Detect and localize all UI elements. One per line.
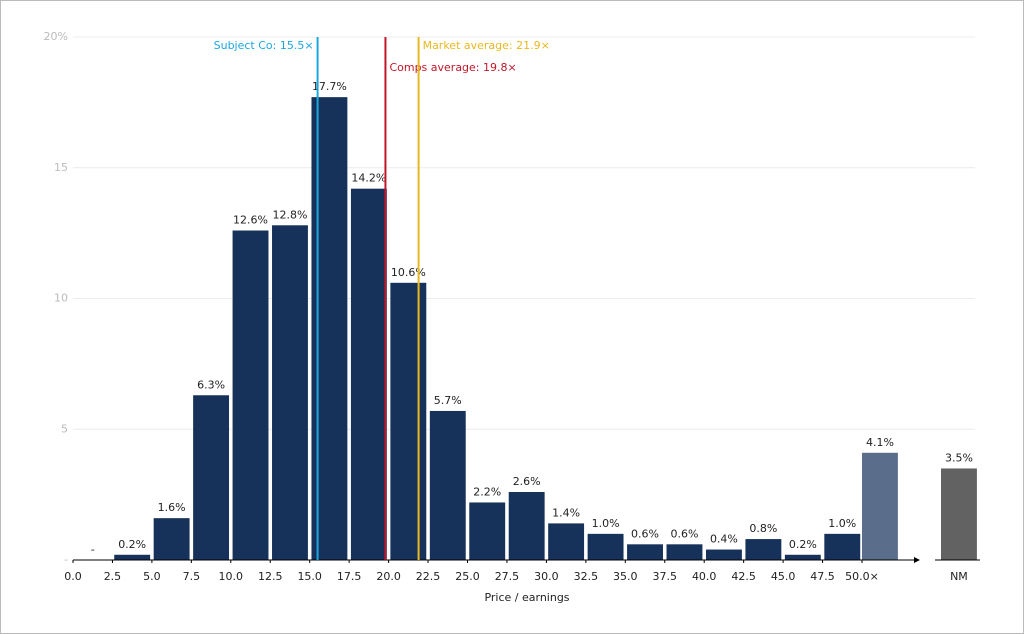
- bar: [508, 492, 545, 560]
- value-label: 0.8%: [749, 522, 777, 535]
- value-label: 0.6%: [631, 527, 659, 540]
- value-label: 5.7%: [434, 394, 462, 407]
- x-tick-label: 2.5: [104, 570, 122, 583]
- x-tick-label: 42.5: [731, 570, 756, 583]
- bar: [390, 282, 427, 560]
- value-label: 1.0%: [592, 517, 620, 530]
- y-tick-label: 10: [54, 292, 68, 305]
- value-label: 17.7%: [312, 80, 347, 93]
- bar: [784, 554, 821, 560]
- x-tick-label: 17.5: [337, 570, 362, 583]
- bar: [114, 554, 151, 560]
- value-label: 1.0%: [828, 517, 856, 530]
- x-tick-label: 0.0: [64, 570, 82, 583]
- value-label: 2.6%: [513, 475, 541, 488]
- x-tick-label: 50.0×: [845, 570, 879, 583]
- value-label: 0.6%: [670, 527, 698, 540]
- value-label: 3.5%: [945, 451, 973, 464]
- x-axis-label: Price / earnings: [484, 591, 569, 604]
- value-label: 12.6%: [233, 214, 268, 227]
- value-label: 1.4%: [552, 506, 580, 519]
- reference-label: Comps average: 19.8×: [389, 61, 516, 74]
- overflow-bar: [862, 452, 898, 560]
- x-tick-label: 22.5: [416, 570, 441, 583]
- bar: [469, 502, 506, 560]
- value-label: 6.3%: [197, 378, 225, 391]
- y-tick-label: 5: [61, 422, 68, 435]
- value-label: 0.4%: [710, 533, 738, 546]
- bar: [627, 544, 663, 560]
- x-tick-label: 25.0: [455, 570, 480, 583]
- y-tick-label: 15: [54, 161, 68, 174]
- value-label: 10.6%: [391, 266, 426, 279]
- x-tick-label: NM: [950, 570, 968, 583]
- reference-label: Subject Co: 15.5×: [214, 39, 314, 52]
- value-label: 14.2%: [351, 172, 386, 185]
- x-axis-arrow: [914, 557, 920, 563]
- x-tick-label: 32.5: [574, 570, 599, 583]
- bar: [232, 230, 269, 560]
- value-label: 0.2%: [118, 538, 146, 551]
- x-tick-label: 35.0: [613, 570, 638, 583]
- bar: [587, 533, 624, 560]
- bar: [429, 410, 466, 560]
- bar: [153, 518, 190, 560]
- bar: [705, 549, 742, 560]
- x-tick-label: 20.0: [376, 570, 401, 583]
- y-tick-label: -: [64, 553, 68, 566]
- bar: [824, 533, 861, 560]
- value-label: 1.6%: [158, 501, 186, 514]
- bar: [745, 539, 782, 560]
- x-tick-label: 47.5: [810, 570, 835, 583]
- reference-label: Market average: 21.9×: [423, 39, 550, 52]
- x-tick-label: 40.0: [692, 570, 717, 583]
- x-tick-label: 12.5: [258, 570, 283, 583]
- value-label: -: [91, 543, 95, 556]
- bar: [666, 544, 703, 560]
- y-tick-label: 20%: [44, 30, 68, 43]
- bar: [272, 225, 308, 560]
- x-tick-label: 27.5: [495, 570, 520, 583]
- value-label: 12.8%: [272, 208, 307, 221]
- x-tick-label: 30.0: [534, 570, 559, 583]
- x-tick-label: 10.0: [219, 570, 244, 583]
- nm-bar: [941, 468, 977, 560]
- value-label: 4.1%: [866, 436, 894, 449]
- bar: [350, 188, 387, 561]
- x-tick-label: 5.0: [143, 570, 161, 583]
- bar: [548, 523, 585, 560]
- value-label: 2.2%: [473, 485, 501, 498]
- x-tick-label: 37.5: [653, 570, 678, 583]
- x-tick-label: 15.0: [297, 570, 322, 583]
- x-tick-label: 45.0: [771, 570, 796, 583]
- bar: [193, 395, 230, 560]
- value-label: 0.2%: [789, 538, 817, 551]
- x-tick-label: 7.5: [183, 570, 201, 583]
